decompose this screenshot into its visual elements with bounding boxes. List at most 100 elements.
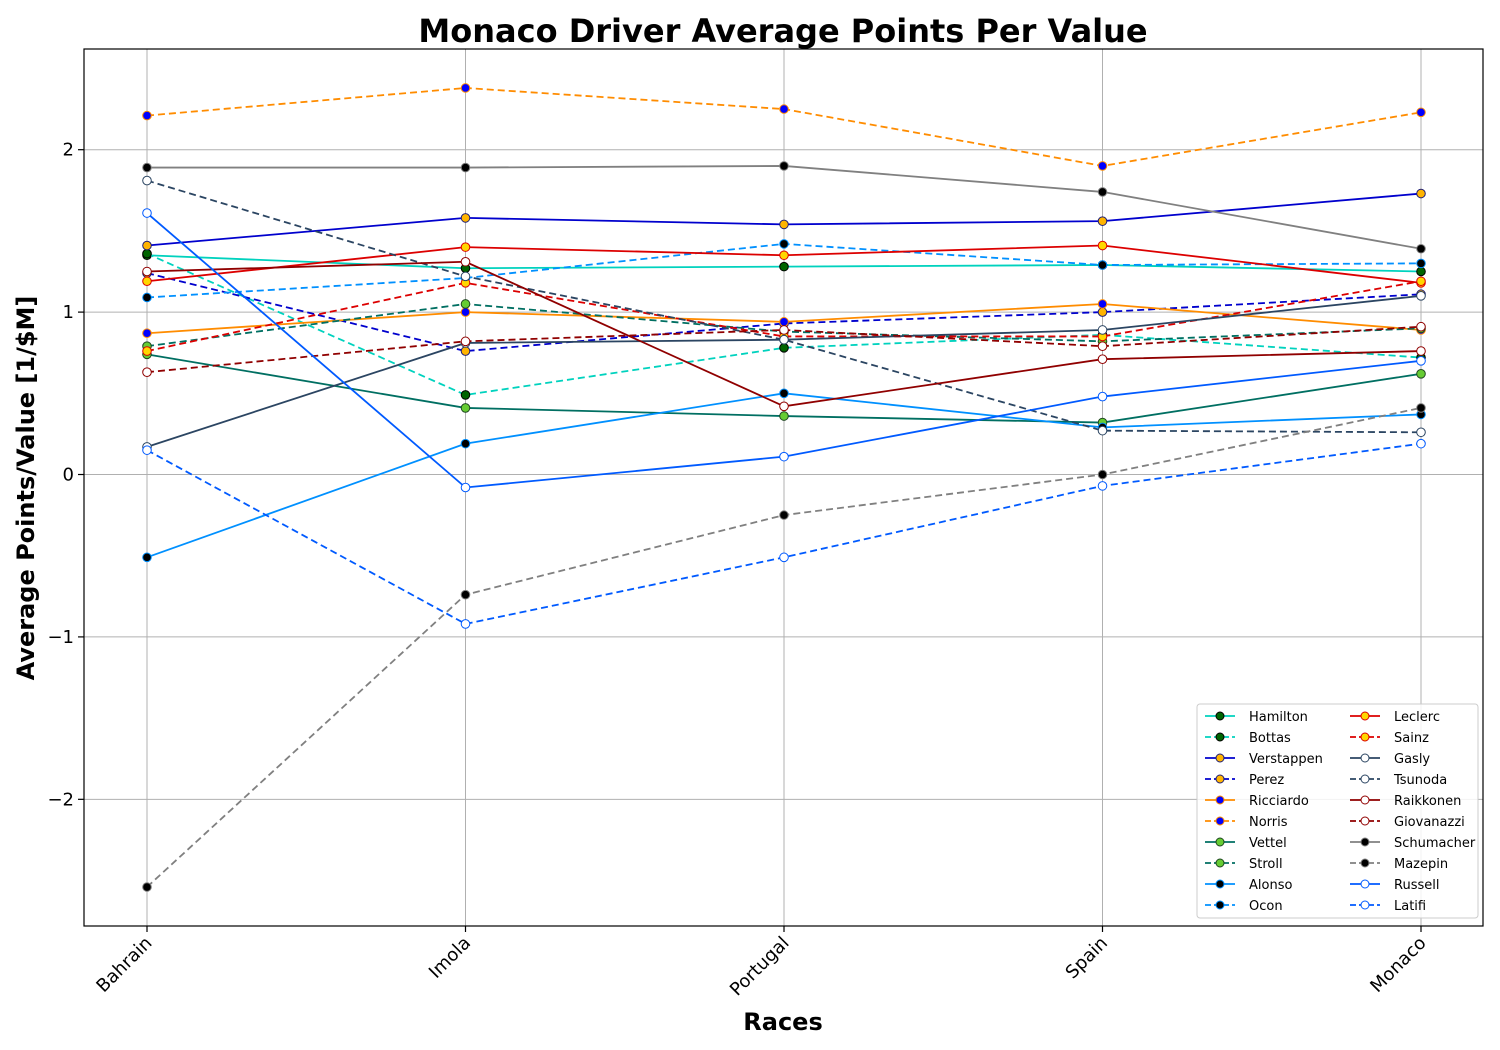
data-point-latifi xyxy=(142,445,152,455)
series-norris xyxy=(142,83,1426,171)
data-point-latifi xyxy=(1097,481,1108,491)
legend-item-mazepin: Mazepin xyxy=(1350,857,1448,872)
data-point-alonso xyxy=(779,388,789,399)
data-point-mazepin xyxy=(1097,469,1108,480)
data-point-mazepin xyxy=(460,589,471,600)
legend-item-stroll: Stroll xyxy=(1205,857,1283,872)
data-point-norris xyxy=(460,83,471,93)
legend-label: Tsunoda xyxy=(1393,773,1447,788)
legend-label: Giovanazzi xyxy=(1394,815,1465,830)
data-point-schumacher xyxy=(779,161,789,171)
data-point-tsunoda xyxy=(1097,425,1108,436)
data-point-russell xyxy=(142,208,152,218)
data-point-latifi xyxy=(460,619,471,629)
legend-swatch-marker xyxy=(1215,711,1225,721)
series-russell xyxy=(142,208,1426,493)
data-point-hamilton xyxy=(779,261,789,272)
y-tick-label: −1 xyxy=(47,627,74,648)
data-point-vettel xyxy=(779,411,789,421)
y-tick-label: 0 xyxy=(63,465,74,486)
chart-title: Monaco Driver Average Points Per Value xyxy=(418,12,1147,50)
series-raikkonen xyxy=(142,256,1426,412)
legend-item-ricciardo: Ricciardo xyxy=(1205,794,1309,809)
data-point-sainz xyxy=(1416,276,1426,287)
legend-label: Bottas xyxy=(1249,731,1291,746)
data-point-vettel xyxy=(460,403,471,413)
x-tick-label: Bahrain xyxy=(92,933,156,997)
data-point-giovanazzi xyxy=(1416,321,1426,332)
legend-swatch-marker xyxy=(1215,879,1225,889)
legend-item-tsunoda: Tsunoda xyxy=(1350,773,1447,788)
data-point-latifi xyxy=(779,552,789,563)
data-point-tsunoda xyxy=(142,175,152,186)
legend-item-verstappen: Verstappen xyxy=(1205,752,1323,767)
legend-swatch-marker xyxy=(1360,900,1370,910)
data-point-giovanazzi xyxy=(779,325,789,335)
data-point-ocon xyxy=(142,292,152,303)
legend-label: Verstappen xyxy=(1249,752,1323,767)
data-point-mazepin xyxy=(1416,403,1426,413)
data-point-norris xyxy=(779,104,789,114)
data-point-giovanazzi xyxy=(460,336,471,347)
y-tick-label: 2 xyxy=(63,140,74,161)
data-point-ocon xyxy=(779,239,789,249)
series-latifi xyxy=(142,438,1426,629)
legend: Hamilton Bottas Verstappen Perez Ricciardo No… xyxy=(1196,703,1479,919)
legend-label: Russell xyxy=(1394,878,1439,893)
data-point-gasly xyxy=(1097,325,1108,335)
data-point-russell xyxy=(1097,391,1108,402)
data-point-perez xyxy=(1097,307,1108,317)
data-point-schumacher xyxy=(142,162,152,173)
legend-item-ocon: Ocon xyxy=(1205,899,1283,914)
legend-label: Gasly xyxy=(1394,752,1430,767)
legend-label: Sainz xyxy=(1394,731,1429,746)
data-point-sainz xyxy=(142,346,152,356)
data-point-russell xyxy=(460,482,471,493)
data-point-raikkonen xyxy=(1097,354,1108,364)
legend-swatch-marker xyxy=(1215,816,1225,826)
x-tick-label: Portugal xyxy=(726,933,794,1001)
data-point-leclerc xyxy=(779,250,789,261)
legend-swatch-marker xyxy=(1215,753,1225,763)
data-point-norris xyxy=(1097,161,1108,171)
data-point-leclerc xyxy=(460,242,471,252)
legend-item-sainz: Sainz xyxy=(1350,731,1429,746)
data-point-russell xyxy=(1416,356,1426,366)
data-point-latifi xyxy=(1416,438,1426,449)
legend-item-russell: Russell xyxy=(1350,878,1439,893)
legend-item-alonso: Alonso xyxy=(1205,878,1292,893)
series-schumacher xyxy=(142,161,1426,254)
legend-swatch-marker xyxy=(1360,879,1370,889)
data-point-alonso xyxy=(142,552,152,563)
legend-label: Alonso xyxy=(1249,878,1292,893)
series-lines xyxy=(142,83,1426,892)
data-point-bottas xyxy=(460,390,471,400)
legend-swatch-marker xyxy=(1215,858,1225,868)
legend-item-latifi: Latifi xyxy=(1350,899,1426,914)
legend-swatch-marker xyxy=(1360,732,1370,742)
series-tsunoda xyxy=(142,175,1426,438)
grid-lines xyxy=(84,49,1483,926)
legend-item-raikkonen: Raikkonen xyxy=(1350,794,1461,809)
legend-swatch-marker xyxy=(1215,774,1225,784)
legend-label: Norris xyxy=(1249,815,1288,830)
data-point-gasly xyxy=(1416,291,1426,301)
series-verstappen xyxy=(142,188,1426,251)
legend-item-schumacher: Schumacher xyxy=(1350,836,1476,851)
data-point-tsunoda xyxy=(460,271,471,282)
legend-box xyxy=(1196,703,1479,919)
data-point-schumacher xyxy=(1097,187,1108,197)
data-point-tsunoda xyxy=(1416,427,1426,438)
y-tick-label: −2 xyxy=(47,789,74,810)
x-axis-label: Races xyxy=(743,1008,822,1036)
series-giovanazzi xyxy=(142,321,1426,377)
legend-item-vettel: Vettel xyxy=(1205,836,1287,851)
data-point-alonso xyxy=(460,438,471,449)
data-point-ricciardo xyxy=(779,317,789,327)
legend-swatch-marker xyxy=(1360,774,1370,784)
x-tick-label: Imola xyxy=(425,933,475,983)
y-tick-label: 1 xyxy=(63,302,74,323)
series-mazepin xyxy=(142,403,1426,892)
legend-item-hamilton: Hamilton xyxy=(1205,710,1308,725)
